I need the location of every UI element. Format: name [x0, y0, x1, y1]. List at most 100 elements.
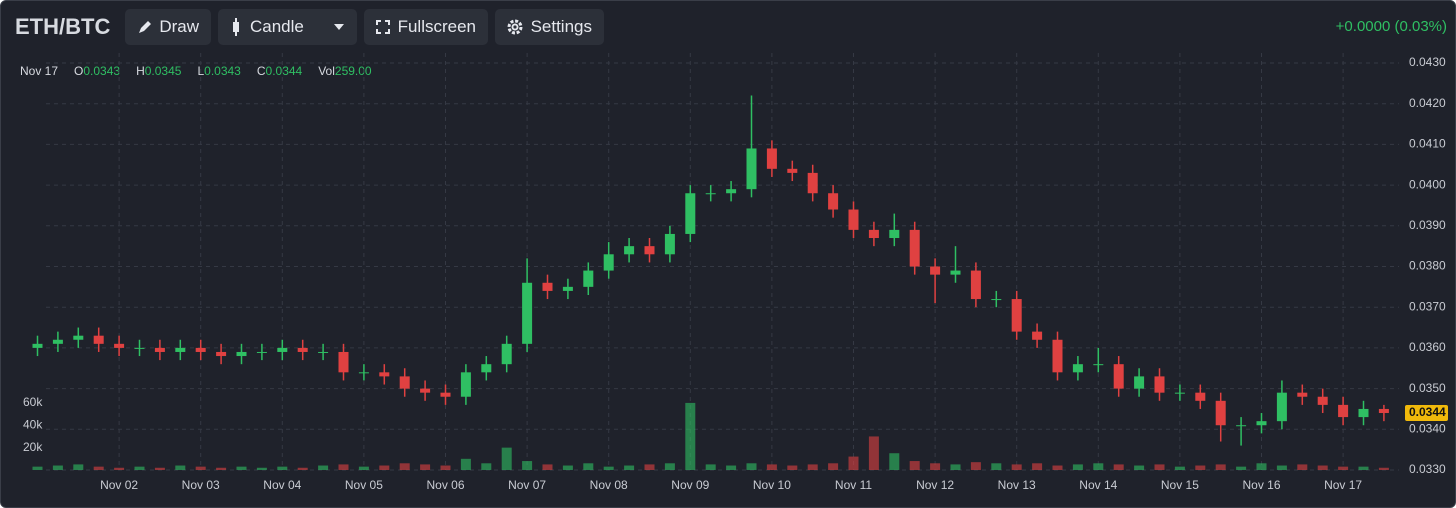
candle-body [501, 343, 512, 365]
x-tick-label: Nov 07 [508, 478, 546, 492]
y-tick-label: 0.0410 [1409, 137, 1446, 151]
pair-title: ETH/BTC [15, 14, 111, 39]
candle-body [624, 246, 635, 255]
volume-bar [909, 461, 920, 470]
volume-bar [420, 464, 431, 470]
draw-button[interactable]: Draw [125, 9, 211, 45]
candle-body [1032, 331, 1043, 340]
volume-bar [970, 462, 981, 470]
volume-bar [52, 465, 63, 470]
candle-body [32, 343, 43, 348]
candle-body [848, 209, 859, 230]
candle-body [256, 351, 267, 353]
candle-body [338, 351, 349, 373]
volume-tick-label: 20k [23, 440, 43, 454]
button-label: Fullscreen [397, 17, 476, 36]
info-item: H0.0345 [136, 64, 181, 78]
y-tick-label: 0.0340 [1409, 421, 1446, 435]
volume-bar [460, 458, 471, 470]
y-tick-label: 0.0430 [1409, 55, 1446, 69]
candle-body [705, 193, 716, 195]
candle-body [522, 282, 533, 344]
candle-body [420, 388, 431, 393]
ohlc-info: Nov 17 O0.0343H0.0345L0.0343C0.0344Vol25… [20, 64, 372, 78]
info-value: 0.0343 [83, 64, 121, 78]
volume-bar [318, 465, 329, 470]
volume-bar [1276, 465, 1287, 470]
candle-body [1338, 404, 1349, 418]
y-tick-label: 0.0360 [1409, 340, 1446, 354]
volume-bar [1358, 466, 1369, 470]
info-date: Nov 17 [20, 64, 59, 78]
settings-button[interactable]: Settings [495, 9, 604, 45]
candle-body [481, 364, 492, 373]
last-price-label: 0.0344 [1409, 405, 1446, 419]
x-tick-label: Nov 06 [426, 478, 464, 492]
info-value: 259.00 [334, 64, 372, 78]
candle-body [236, 351, 247, 357]
x-tick-label: Nov 02 [100, 478, 138, 492]
candle-body [930, 266, 941, 275]
candle-body [216, 351, 227, 357]
volume-bar [766, 464, 777, 470]
candle-body [1317, 396, 1328, 405]
volume-bar [1317, 465, 1328, 470]
volume-bar [1134, 465, 1145, 470]
candle-body [685, 193, 696, 234]
volume-bar [399, 463, 410, 470]
candle-body [1215, 400, 1226, 426]
candle-body [1378, 408, 1389, 414]
volume-bar [685, 402, 696, 470]
candle-body [379, 372, 390, 377]
x-tick-label: Nov 04 [263, 478, 301, 492]
last-price-tag [1405, 405, 1448, 422]
volume-bar [1236, 466, 1247, 470]
dropdown-icon [334, 24, 344, 30]
candle-body [766, 148, 777, 169]
x-tick-label: Nov 13 [998, 478, 1036, 492]
candle-body [726, 189, 737, 194]
settings-icon [507, 19, 523, 35]
volume-bar [277, 466, 288, 470]
volume-bar [134, 466, 145, 470]
candle-body [1154, 376, 1165, 393]
info-label: H [136, 64, 145, 78]
volume-bar [1378, 467, 1389, 470]
volume-bar [950, 464, 961, 470]
volume-bar [1256, 463, 1267, 470]
volume-bar [562, 465, 573, 470]
candle-body [828, 193, 839, 210]
volume-bar [1174, 466, 1185, 470]
y-tick-label: 0.0420 [1409, 96, 1446, 110]
candle-body [787, 168, 798, 173]
candle-body [440, 392, 451, 397]
volume-bar [195, 466, 206, 470]
info-value: 0.0344 [265, 64, 303, 78]
candle-body [950, 270, 961, 275]
volume-bar [1072, 464, 1083, 470]
volume-bar [114, 467, 125, 470]
candle-body [868, 229, 879, 239]
volume-bar [1338, 466, 1349, 470]
info-value: 0.0343 [204, 64, 241, 78]
button-label: Draw [159, 17, 199, 36]
candle-icon [233, 18, 239, 36]
volume-bar [440, 465, 451, 470]
volume-bar [1215, 464, 1226, 470]
x-tick-label: Nov 05 [345, 478, 383, 492]
y-tick-label: 0.0390 [1409, 218, 1446, 232]
volume-bar [1154, 464, 1165, 470]
x-tick-label: Nov 09 [671, 478, 709, 492]
candle-body [583, 270, 594, 287]
candle-body [1236, 425, 1247, 427]
candle-body [134, 347, 145, 349]
candle-body [746, 148, 757, 190]
volume-bar [93, 466, 104, 470]
volume-bar [828, 463, 839, 470]
volume-bar [726, 465, 737, 470]
volume-bar [338, 464, 349, 470]
volume-bar [868, 436, 879, 470]
fullscreen-button[interactable]: Fullscreen [364, 9, 488, 45]
candle-button[interactable]: Candle [218, 9, 357, 45]
volume-bar [1052, 465, 1063, 470]
